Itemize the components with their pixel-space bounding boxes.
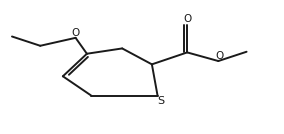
Text: O: O [215, 51, 224, 61]
Text: S: S [157, 96, 164, 106]
Text: O: O [183, 14, 191, 24]
Text: O: O [71, 27, 79, 38]
